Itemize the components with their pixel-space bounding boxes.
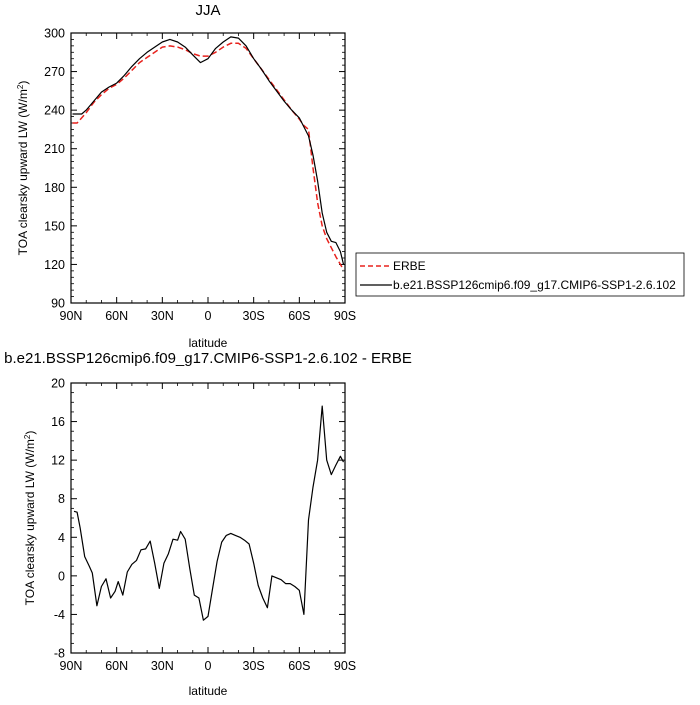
bottom-series-line-1	[73, 405, 345, 621]
bottom-plot-frame	[70, 382, 346, 654]
top-y-tick-label: 90	[51, 297, 65, 311]
bottom-x-axis-label: latitude	[189, 684, 228, 698]
top-x-tick-label: 60N	[105, 309, 128, 323]
top-y-axis-label-main: TOA clearsky upward LW (W/m	[16, 89, 30, 255]
top-y-tick-label: 210	[44, 142, 65, 156]
bottom-y-tick-label: 20	[51, 377, 65, 391]
bottom-x-tick-label: 90N	[60, 659, 83, 673]
legend-box	[355, 252, 685, 297]
bottom-y-tick-label: 16	[51, 415, 65, 429]
top-y-tick-label: 240	[44, 104, 65, 118]
bottom-y-axis-label-end: )	[23, 431, 37, 435]
top-x-tick-label: 0	[205, 309, 212, 323]
bottom-x-tick-label: 0	[205, 659, 212, 673]
bottom-y-axis-label: TOA clearsky upward LW (W/m2)	[23, 431, 37, 606]
bottom-y-axis-label-sup: 2	[23, 434, 32, 439]
bottom-y-tick-label: 0	[58, 569, 65, 583]
top-series-layer	[72, 36, 345, 270]
top-series-line-2	[72, 36, 345, 265]
top-chart: JJA 90N 60N 30N 0 30S 60S 90S 90 120 150 180 210 240…	[16, 2, 356, 350]
top-y-tick-label: 270	[44, 65, 65, 79]
top-y-axis-label: TOA clearsky upward LW (W/m2)	[16, 81, 30, 256]
top-y-tick-label: 180	[44, 181, 65, 195]
top-x-tick-label: 90N	[60, 309, 83, 323]
bottom-y-tick-label: 4	[58, 531, 65, 545]
top-plot-frame	[70, 32, 346, 304]
top-x-tick-label: 60S	[288, 309, 310, 323]
top-x-axis-label: latitude	[189, 336, 228, 350]
top-x-tick-label: 30S	[243, 309, 265, 323]
top-y-axis-label-sup: 2	[16, 84, 25, 89]
bottom-x-tick-label: 60N	[105, 659, 128, 673]
bottom-y-axis-label-main: TOA clearsky upward LW (W/m	[23, 439, 37, 605]
top-series-line-1	[72, 42, 345, 270]
bottom-y-tick-label: 8	[58, 492, 65, 506]
top-y-tick-label: 300	[44, 27, 65, 41]
bottom-x-tick-label: 30S	[243, 659, 265, 673]
bottom-y-tick-label: 12	[51, 454, 65, 468]
bottom-x-tick-label: 60S	[288, 659, 310, 673]
legend: ERBE b.e21.BSSP126cmip6.f09_g17.CMIP6-SS…	[355, 252, 685, 297]
bottom-chart-title: b.e21.BSSP126cmip6.f09_g17.CMIP6-SSP1-2.…	[4, 350, 412, 367]
top-y-tick-label: 150	[44, 219, 65, 233]
top-x-tick-label: 30N	[151, 309, 174, 323]
bottom-chart: b.e21.BSSP126cmip6.f09_g17.CMIP6-SSP1-2.…	[4, 350, 412, 698]
top-y-tick-label: 120	[44, 258, 65, 272]
bottom-y-tick-label: -8	[54, 647, 65, 661]
bottom-x-tick-label: 90S	[334, 659, 356, 673]
legend-label-erbe: ERBE	[393, 259, 426, 273]
bottom-series-layer	[73, 405, 345, 621]
top-x-tick-label: 90S	[334, 309, 356, 323]
bottom-x-tick-label: 30N	[151, 659, 174, 673]
bottom-y-tick-label: -4	[54, 608, 65, 622]
bottom-axis-ticks: 90N 60N 30N 0 30S 60S 90S -8 -4 0 4 8 12 16 20	[51, 377, 356, 674]
top-axis-ticks: 90N 60N 30N 0 30S 60S 90S 90 120 150 180 210 240 270 3…	[44, 27, 356, 324]
top-chart-title: JJA	[195, 2, 220, 19]
legend-label-model: b.e21.BSSP126cmip6.f09_g17.CMIP6-SSP1-2.…	[393, 278, 676, 292]
top-y-axis-label-end: )	[16, 81, 30, 85]
